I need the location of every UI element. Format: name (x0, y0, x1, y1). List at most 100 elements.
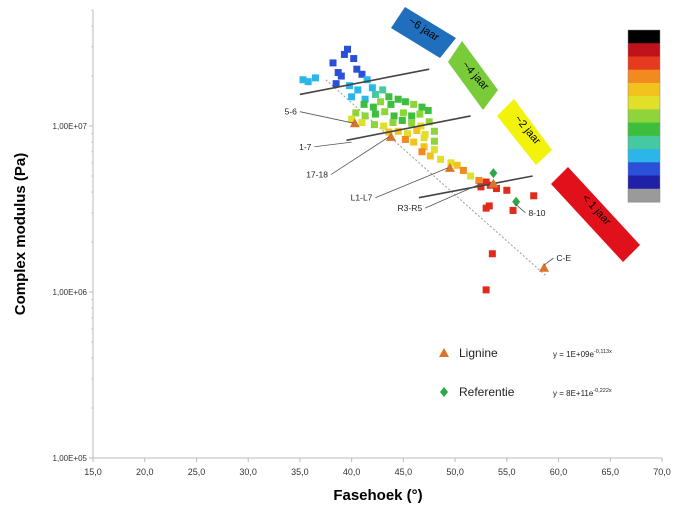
legend-item-lignine: Lignine y = 1E+09e-0,113x (439, 346, 612, 360)
y-tick-label: 1,00E+06 (53, 288, 88, 297)
data-point-square (418, 103, 426, 111)
data-point-square (390, 112, 398, 120)
data-point-square (477, 183, 485, 191)
legend-referentie-label: Referentie (459, 385, 515, 399)
data-point-square (371, 90, 379, 98)
data-point-square (408, 112, 416, 120)
data-point-square (482, 286, 490, 294)
color-scale-swatch (628, 188, 660, 203)
age-band-2-jaar-shape (497, 99, 552, 165)
data-point-square (482, 204, 490, 212)
data-point-square (437, 155, 445, 163)
legend-lignine-equation: y = 1E+09e-0,113x (553, 349, 612, 359)
data-point-square (363, 76, 371, 84)
data-point-square (399, 109, 407, 117)
color-scale-border (627, 29, 661, 203)
legend-lignine-label: Lignine (459, 346, 498, 360)
color-scale-swatch (628, 149, 660, 163)
legend-lignine-equation-base: y = 1E+09e (553, 350, 594, 359)
data-point-square (401, 135, 409, 143)
x-tick-label: 55,0 (498, 467, 516, 477)
data-point-square (394, 127, 402, 135)
data-point-square (420, 143, 428, 151)
data-point-square (413, 126, 421, 134)
x-tick-label: 35,0 (291, 467, 309, 477)
data-point-square (304, 78, 312, 86)
color-scale (627, 29, 661, 203)
data-point-square (381, 108, 389, 116)
annotation-pointer (314, 141, 352, 148)
data-point-square (425, 118, 433, 126)
annotation-label: 17-18 (306, 170, 328, 180)
color-scale-swatch (628, 82, 660, 97)
age-band-4-jaar-shape (448, 41, 498, 110)
data-point-square (426, 152, 434, 160)
data-point-square (337, 72, 345, 80)
data-point-square (368, 84, 376, 92)
age-band-4-jaar: ~4 jaar (448, 41, 498, 110)
data-point-square (430, 137, 438, 145)
data-point-square (430, 127, 438, 135)
data-point-square (410, 138, 418, 146)
data-point-square (334, 69, 342, 77)
color-scale-swatch (628, 69, 660, 84)
data-point-square (424, 107, 432, 115)
legend-lignine-marker (439, 348, 449, 357)
data-point-square (369, 103, 377, 111)
data-point-square (418, 148, 426, 156)
legend-referentie-equation-base: y = 8E+11e (553, 389, 594, 398)
annotation-label: R3-R5 (398, 203, 423, 213)
data-point-square (380, 122, 388, 130)
y-axis-title: Complex modulus (Pa) (12, 153, 29, 316)
data-point-square (398, 116, 406, 124)
y-tick-label: 1,00E+07 (53, 122, 88, 131)
data-point-square (352, 109, 360, 117)
x-tick-label: 65,0 (602, 467, 620, 477)
data-point-square (475, 176, 483, 184)
legend-lignine-equation-exponent: -0,113x (594, 349, 612, 355)
data-point-square (387, 100, 395, 108)
lignine-point (444, 162, 455, 172)
data-point-square (509, 206, 517, 214)
annotation-label: 1-7 (299, 142, 312, 152)
legend-referentie-marker (440, 387, 448, 397)
lignine-point (385, 131, 396, 141)
x-tick-label: 25,0 (188, 467, 206, 477)
age-band-6-jaar-shape (391, 7, 456, 58)
annotation-pointer (543, 257, 554, 266)
data-point-square (343, 45, 351, 53)
data-point-square (447, 159, 455, 167)
color-scale-swatch (628, 135, 660, 150)
annotation-pointer (514, 203, 526, 214)
data-point-square (401, 98, 409, 106)
data-point-square (389, 119, 397, 127)
fit-line (299, 68, 430, 96)
x-tick-label: 70,0 (653, 467, 671, 477)
fit-line (418, 175, 533, 199)
data-point-square (379, 86, 387, 94)
color-scale-swatch (628, 30, 660, 44)
x-tick-label: 45,0 (395, 467, 413, 477)
data-point-square (420, 134, 428, 142)
x-tick-label: 50,0 (446, 467, 464, 477)
annotation-pointer (375, 167, 449, 199)
x-tick-label: 60,0 (550, 467, 568, 477)
data-point-square (353, 65, 361, 73)
data-point-square (482, 178, 490, 186)
data-point-square (358, 119, 366, 127)
referentie-point (489, 168, 498, 179)
data-point-square (459, 166, 467, 174)
data-point-square (354, 86, 362, 94)
data-point-square (430, 146, 438, 154)
axes: Fasehoek (°) Complex modulus (Pa) 15,0 20… (12, 9, 671, 504)
data-point-square (408, 119, 416, 127)
lignine-point (349, 118, 360, 128)
data-point-square (410, 100, 418, 108)
data-point-square (416, 110, 424, 118)
annotation-label: L1-L7 (351, 193, 373, 203)
data-point-square (360, 100, 368, 108)
annotation-pointer (330, 136, 390, 175)
y-tick-label: 1,00E+05 (53, 454, 88, 463)
data-point-square (453, 161, 461, 169)
